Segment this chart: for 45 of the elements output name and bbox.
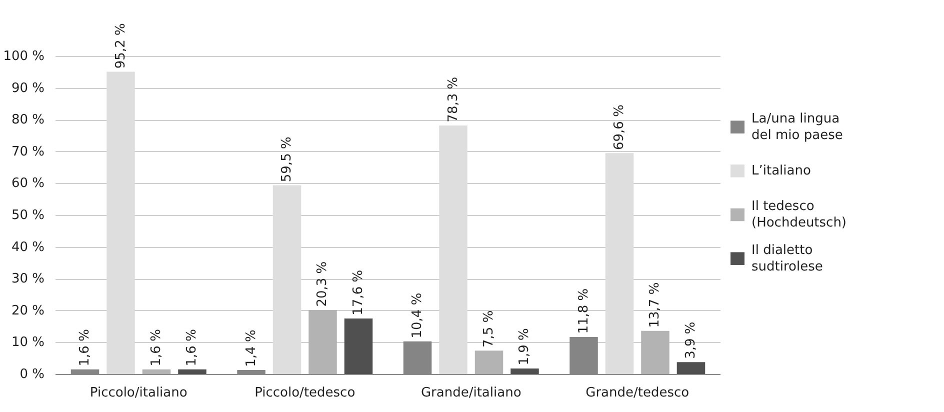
- y-tick-label: 40 %: [11, 240, 45, 255]
- y-tick-label: 60 %: [11, 176, 45, 192]
- legend-label: La/una lingua del mio paese: [752, 111, 843, 143]
- y-tick-label: 30 %: [11, 272, 45, 287]
- data-label: 3,9 %: [683, 322, 698, 359]
- bar: [510, 368, 539, 374]
- data-label: 1,6 %: [78, 329, 93, 366]
- bar: [641, 330, 670, 374]
- data-label: 20,3 %: [315, 261, 330, 307]
- data-label: 11,8 %: [576, 288, 592, 334]
- y-tick-label: 0 %: [20, 367, 45, 382]
- bar: [308, 310, 337, 374]
- y-tick-label: 20 %: [11, 303, 45, 318]
- y-tick-label: 70 %: [11, 144, 45, 160]
- data-label: 1,4 %: [244, 330, 259, 367]
- bar: [344, 318, 373, 374]
- data-label: 10,4 %: [410, 292, 426, 338]
- x-tick-label: Piccolo/italiano: [90, 386, 188, 400]
- legend-label: Il dialetto sudtirolese: [752, 242, 823, 274]
- bar: [676, 362, 706, 374]
- legend-label: Il tedesco (Hochdeutsch): [752, 199, 847, 230]
- bar: [439, 126, 468, 374]
- bar: [474, 350, 504, 374]
- data-label: 78,3 %: [446, 76, 461, 122]
- legend-label: L’italiano: [752, 163, 811, 178]
- y-tick-label: 90 %: [11, 80, 45, 96]
- data-label: 69,6 %: [612, 104, 628, 150]
- data-label: 95,2 %: [113, 23, 128, 69]
- bar: [605, 153, 634, 374]
- data-label: 1,6 %: [184, 329, 200, 366]
- data-label: 13,7 %: [648, 282, 663, 328]
- data-label: 1,6 %: [148, 329, 164, 366]
- data-label: 17,6 %: [350, 270, 366, 316]
- y-tick-label: 50 %: [11, 208, 45, 223]
- y-tick-label: 100 %: [3, 49, 45, 64]
- data-label: 59,5 %: [280, 136, 295, 182]
- bar: [106, 72, 135, 374]
- x-tick-label: Grande/tedesco: [586, 386, 690, 400]
- x-tick-label: Grande/italiano: [420, 386, 522, 400]
- y-tick-label: 10 %: [11, 335, 45, 350]
- data-label: 7,5 %: [481, 310, 496, 348]
- bar: [272, 185, 302, 374]
- y-tick-label: 80 %: [11, 112, 45, 128]
- data-label: 1,9 %: [517, 328, 532, 366]
- x-tick-label: Piccolo/tedesco: [254, 386, 356, 400]
